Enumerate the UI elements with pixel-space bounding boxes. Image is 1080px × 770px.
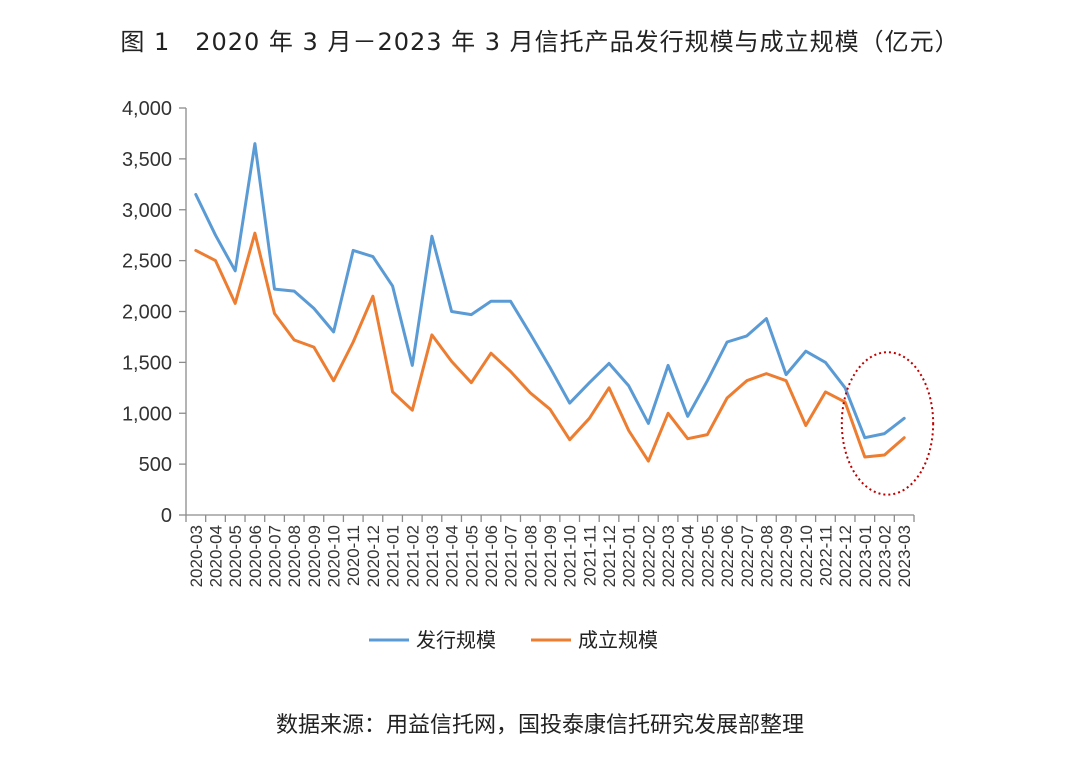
x-tick-label: 2022-09: [777, 525, 796, 587]
x-tick-label: 2021-04: [443, 525, 462, 587]
chart-legend: 发行规模 成立规模: [369, 628, 658, 652]
x-tick-label: 2021-09: [541, 525, 560, 587]
x-tick-label: 2022-02: [639, 525, 658, 587]
x-tick-label: 2020-06: [246, 525, 265, 587]
x-tick-label: 2022-08: [757, 525, 776, 587]
y-tick-label: 3,000: [122, 200, 172, 222]
x-tick-label: 2020-03: [187, 525, 206, 587]
x-tick-label: 2021-12: [600, 525, 619, 587]
x-tick-label: 2023-02: [875, 525, 894, 587]
series-line-1: [194, 142, 906, 440]
y-tick-label: 3,500: [122, 149, 172, 171]
y-tick-label: 2,500: [122, 251, 172, 273]
y-tick-label: 0: [161, 505, 172, 527]
series-line-2: [194, 231, 906, 463]
x-tick-label: 2021-06: [482, 525, 501, 587]
legend-label-1: 发行规模: [416, 628, 496, 652]
x-tick-label: 2022-01: [620, 525, 639, 587]
x-axis-ticks: 2020-03 2020-04 2020-05 2020-06 2020-07 2020-…: [185, 515, 915, 587]
y-tick-label: 500: [139, 454, 172, 476]
x-tick-label: 2022-06: [718, 525, 737, 587]
x-tick-label: 2021-07: [502, 525, 521, 587]
x-tick-label: 2020-11: [344, 525, 363, 586]
x-tick-label: 2023-01: [856, 525, 875, 587]
series-lines: [194, 142, 906, 463]
x-tick-label: 2021-01: [384, 525, 403, 587]
x-tick-label: 2021-10: [561, 525, 580, 587]
chart-title: 图 1 2020 年 3 月－2023 年 3 月信托产品发行规模与成立规模（亿…: [120, 28, 960, 56]
x-tick-label: 2021-08: [521, 525, 540, 587]
x-tick-label: 2020-07: [266, 525, 285, 587]
x-tick-label: 2021-11: [580, 525, 599, 586]
x-tick-label: 2020-05: [226, 525, 245, 587]
y-tick-label: 1,500: [122, 352, 172, 374]
x-tick-label: 2020-04: [207, 525, 226, 587]
x-tick-label: 2021-03: [423, 525, 442, 587]
x-tick-label: 2020-12: [364, 525, 383, 587]
highlight-ellipse: [840, 351, 935, 496]
x-tick-label: 2023-03: [895, 525, 914, 587]
legend-label-2: 成立规模: [578, 628, 658, 652]
x-tick-label: 2022-10: [797, 525, 816, 587]
source-note: 数据来源：用益信托网，国投泰康信托研究发展部整理: [275, 713, 804, 738]
x-tick-label: 2022-11: [816, 525, 835, 586]
x-tick-label: 2022-07: [738, 525, 757, 587]
x-tick-label: 2020-10: [325, 525, 344, 587]
y-tick-label: 2,000: [122, 302, 172, 324]
y-tick-label: 4,000: [122, 98, 172, 120]
y-tick-label: 1,000: [122, 403, 172, 425]
x-tick-label: 2022-04: [679, 525, 698, 587]
x-tick-label: 2021-05: [462, 525, 481, 587]
x-tick-label: 2020-09: [305, 525, 324, 587]
x-tick-label: 2022-12: [836, 525, 855, 587]
x-tick-label: 2021-02: [403, 525, 422, 587]
chart-axes: [185, 108, 914, 516]
highlight-annotation: [840, 351, 935, 496]
x-tick-label: 2020-08: [285, 525, 304, 587]
y-axis-ticks: 0 500 1,000 1,500 2,000 2,500 3,000 3,500 4,000: [122, 98, 186, 527]
x-tick-label: 2022-05: [698, 525, 717, 587]
x-tick-label: 2022-03: [659, 525, 678, 587]
